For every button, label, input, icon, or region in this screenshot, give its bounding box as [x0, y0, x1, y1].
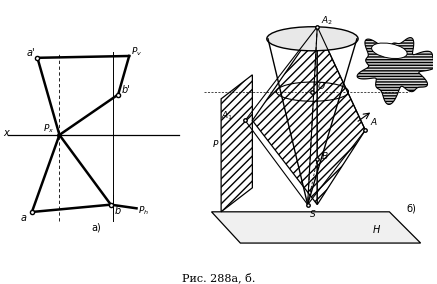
Text: а): а)	[91, 222, 101, 232]
Ellipse shape	[267, 27, 358, 51]
Text: Рис. 288а, б.: Рис. 288а, б.	[182, 272, 255, 283]
Text: A: A	[370, 118, 376, 127]
Text: b: b	[114, 206, 121, 216]
Polygon shape	[317, 27, 365, 204]
Text: b': b'	[122, 85, 131, 95]
Text: $A_1$: $A_1$	[221, 109, 233, 122]
Text: $P_h$: $P_h$	[139, 205, 149, 217]
Polygon shape	[221, 75, 253, 212]
Text: O: O	[317, 82, 324, 91]
Text: $P_x$: $P_x$	[43, 122, 54, 135]
Text: x: x	[3, 128, 9, 138]
Text: S: S	[310, 210, 316, 219]
Text: $P_v$: $P_v$	[131, 45, 142, 58]
Polygon shape	[212, 212, 420, 243]
Text: $A_2$: $A_2$	[321, 14, 333, 27]
Text: a': a'	[26, 48, 35, 58]
Ellipse shape	[371, 43, 407, 59]
Polygon shape	[253, 27, 317, 204]
Text: $P$: $P$	[212, 138, 219, 149]
Text: B: B	[322, 152, 328, 161]
Polygon shape	[357, 37, 437, 105]
Text: a: a	[21, 213, 27, 223]
Text: H: H	[372, 225, 380, 235]
Text: б): б)	[406, 204, 416, 214]
